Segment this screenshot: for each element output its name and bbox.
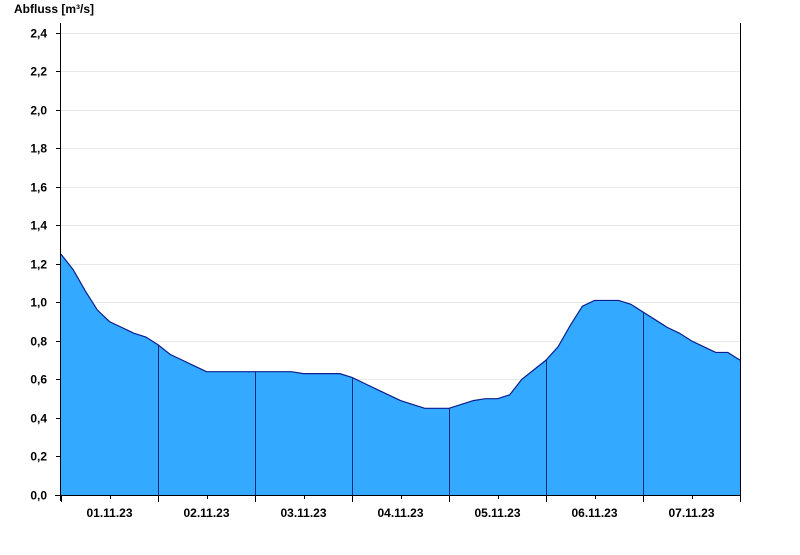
y-tick-label: 2,0	[30, 104, 47, 118]
y-tick-label: 0,6	[30, 373, 47, 387]
x-tick-label: 03.11.23	[280, 506, 326, 520]
axes	[55, 23, 741, 501]
y-tick-label: 1,4	[30, 219, 47, 233]
y-tick-label: 2,4	[30, 27, 47, 41]
x-tick-label: 05.11.23	[474, 506, 520, 520]
y-tick-label: 1,8	[30, 142, 47, 156]
x-tick-label: 07.11.23	[668, 506, 714, 520]
x-ticks: 01.11.23 02.11.23 03.11.23 04.11.23 05.11.23…	[61, 495, 741, 520]
y-tick-label: 0,8	[30, 335, 47, 349]
discharge-area	[61, 254, 740, 495]
y-axis-label: Abfluss [m³/s]	[14, 2, 94, 16]
y-tick-label: 1,6	[30, 181, 47, 195]
y-ticks: 0,0 0,2 0,4 0,6 0,8 1,0 1,2 1,4 1,6 1,8 2,0 2,2 2,4	[30, 27, 61, 503]
y-tick-label: 1,2	[30, 258, 47, 272]
y-tick-label: 0,4	[30, 412, 47, 426]
y-tick-label: 0,0	[30, 489, 47, 503]
discharge-line	[60, 253, 741, 409]
x-tick-label: 06.11.23	[571, 506, 617, 520]
x-tick-label: 04.11.23	[377, 506, 423, 520]
area-layer	[60, 253, 741, 495]
y-tick-label: 0,2	[30, 450, 47, 464]
y-tick-label: 2,2	[30, 65, 47, 79]
x-tick-label: 01.11.23	[86, 506, 132, 520]
day-separator-lines	[158, 312, 644, 495]
y-tick-label: 1,0	[30, 296, 47, 310]
x-tick-label: 02.11.23	[183, 506, 229, 520]
